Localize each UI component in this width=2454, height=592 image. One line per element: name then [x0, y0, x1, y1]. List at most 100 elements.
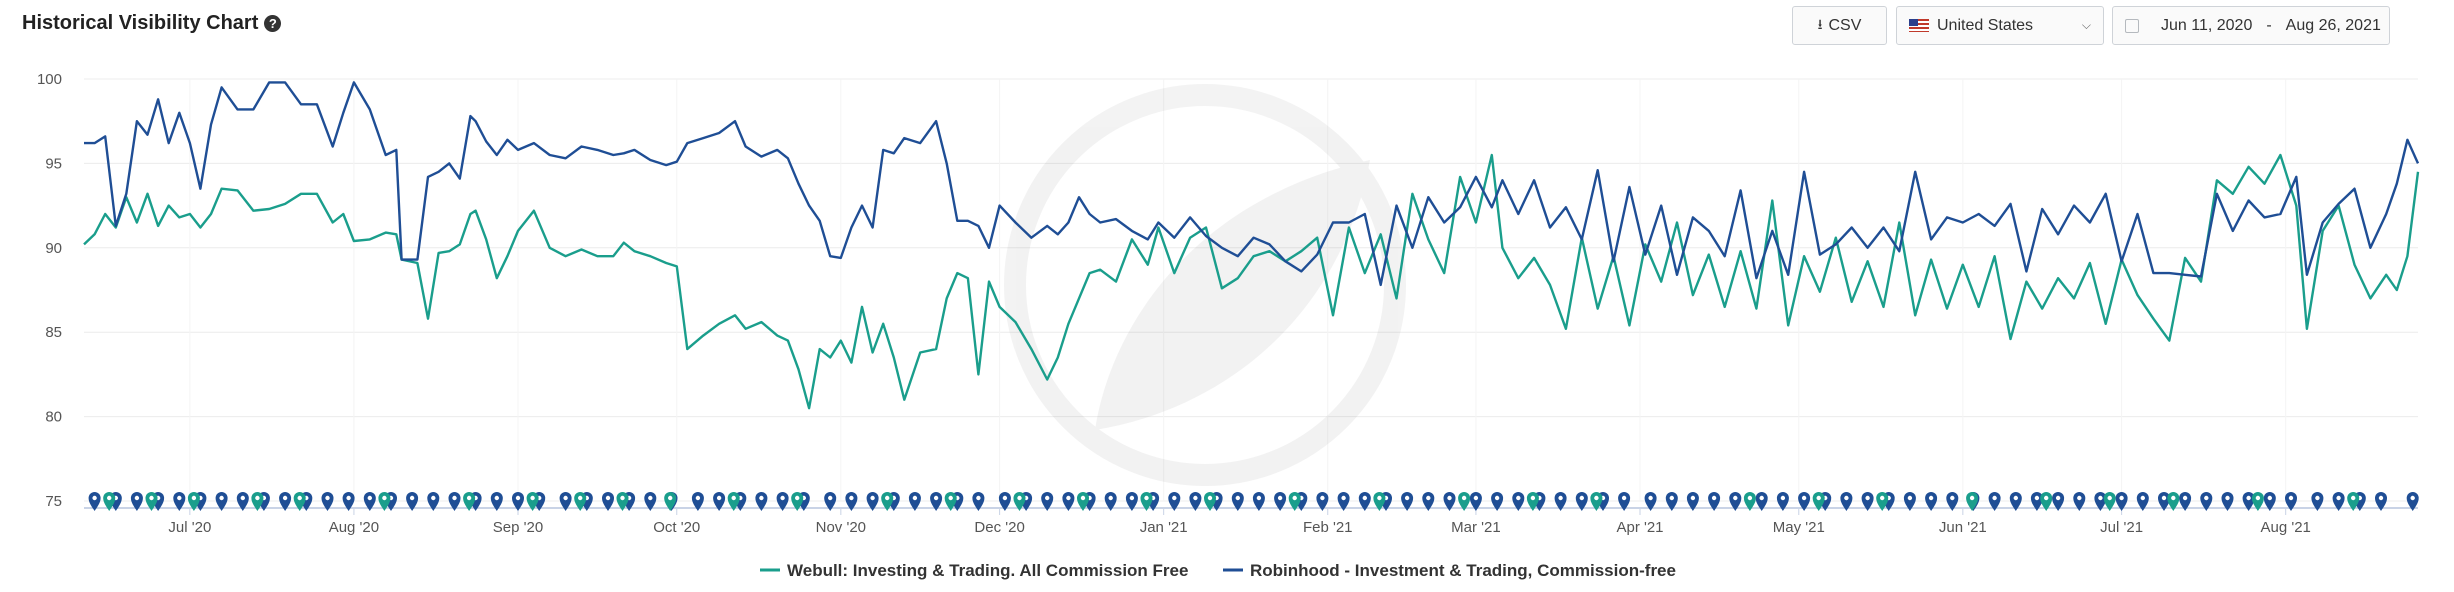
robinhood-update-marker[interactable] [363, 492, 376, 511]
webull-update-marker[interactable] [1743, 492, 1756, 511]
robinhood-update-marker[interactable] [1189, 492, 1202, 511]
robinhood-update-marker[interactable] [908, 492, 921, 511]
robinhood-update-marker[interactable] [279, 492, 292, 511]
robinhood-update-marker[interactable] [512, 492, 524, 511]
robinhood-update-marker[interactable] [2179, 492, 2192, 511]
webull-update-marker[interactable] [145, 492, 158, 511]
robinhood-update-marker[interactable] [1925, 492, 1938, 511]
robinhood-update-marker[interactable] [1252, 492, 1265, 511]
webull-update-marker[interactable] [2167, 492, 2180, 511]
robinhood-update-marker[interactable] [1401, 492, 1414, 511]
webull-update-marker[interactable] [574, 492, 587, 511]
webull-update-marker[interactable] [944, 492, 957, 511]
robinhood-update-marker[interactable] [1316, 492, 1329, 511]
robinhood-update-marker[interactable] [559, 492, 572, 511]
webull-update-marker[interactable] [1526, 492, 1539, 511]
robinhood-update-marker[interactable] [1104, 492, 1117, 511]
robinhood-update-marker[interactable] [321, 492, 334, 511]
robinhood-update-marker[interactable] [2242, 492, 2255, 511]
webull-update-marker[interactable] [1458, 492, 1471, 511]
webull-update-marker[interactable] [881, 492, 894, 511]
robinhood-update-marker[interactable] [1443, 492, 1456, 511]
date-to[interactable]: Aug 26, 2021 [2285, 16, 2381, 34]
robinhood-update-marker[interactable] [2052, 492, 2065, 511]
robinhood-update-marker[interactable] [236, 492, 249, 511]
robinhood-update-marker[interactable] [448, 492, 461, 511]
date-from[interactable]: Jun 11, 2020 [2161, 16, 2253, 34]
robinhood-update-marker[interactable] [2073, 492, 2086, 511]
robinhood-update-marker[interactable] [2200, 492, 2213, 511]
robinhood-update-marker[interactable] [602, 492, 614, 511]
robinhood-update-marker[interactable] [972, 492, 985, 511]
csv-export-button[interactable]: ⭳ CSV [1792, 6, 1887, 45]
webull-update-marker[interactable] [526, 492, 539, 511]
robinhood-update-marker[interactable] [1776, 492, 1789, 511]
robinhood-update-marker[interactable] [998, 492, 1011, 511]
robinhood-update-marker[interactable] [1644, 492, 1657, 511]
robinhood-update-marker[interactable] [713, 492, 726, 511]
robinhood-update-marker[interactable] [1512, 492, 1525, 511]
robinhood-update-marker[interactable] [1041, 492, 1054, 511]
robinhood-update-marker[interactable] [2263, 492, 2276, 511]
robinhood-update-marker[interactable] [2311, 492, 2324, 511]
robinhood-update-marker[interactable] [1903, 492, 1916, 511]
webull-update-marker[interactable] [2251, 492, 2264, 511]
robinhood-update-marker[interactable] [691, 492, 704, 511]
robinhood-update-marker[interactable] [2332, 492, 2345, 511]
robinhood-update-marker[interactable] [215, 492, 228, 511]
webull-update-marker[interactable] [1812, 492, 1825, 511]
webull-update-marker[interactable] [2040, 492, 2053, 511]
robinhood-update-marker[interactable] [88, 492, 101, 511]
webull-update-marker[interactable] [1204, 492, 1216, 511]
robinhood-update-marker[interactable] [2285, 492, 2297, 511]
robinhood-update-marker[interactable] [824, 492, 837, 511]
webull-update-marker[interactable] [1013, 492, 1026, 511]
robinhood-line[interactable] [84, 81, 2420, 287]
robinhood-update-marker[interactable] [1729, 492, 1742, 511]
robinhood-update-marker[interactable] [1469, 492, 1482, 511]
webull-update-marker[interactable] [103, 492, 116, 511]
webull-update-marker[interactable] [791, 492, 804, 511]
robinhood-update-marker[interactable] [1231, 492, 1244, 511]
robinhood-update-marker[interactable] [1422, 492, 1435, 511]
robinhood-update-marker[interactable] [1988, 492, 2001, 511]
robinhood-update-marker[interactable] [866, 492, 879, 511]
legend-item-robinhood[interactable]: Robinhood - Investment & Trading, Commis… [1223, 561, 1676, 580]
robinhood-update-marker[interactable] [342, 492, 355, 511]
robinhood-update-marker[interactable] [2030, 492, 2043, 511]
robinhood-update-marker[interactable] [2158, 492, 2170, 511]
robinhood-update-marker[interactable] [1358, 492, 1371, 511]
robinhood-update-marker[interactable] [490, 492, 503, 511]
robinhood-update-marker[interactable] [1168, 492, 1181, 511]
webull-update-marker[interactable] [251, 492, 264, 511]
robinhood-update-marker[interactable] [1125, 492, 1138, 511]
robinhood-update-marker[interactable] [2115, 492, 2128, 511]
webull-update-marker[interactable] [1876, 492, 1889, 511]
robinhood-update-marker[interactable] [1274, 492, 1287, 511]
robinhood-update-marker[interactable] [1798, 492, 1811, 511]
robinhood-update-marker[interactable] [1575, 492, 1588, 511]
robinhood-update-marker[interactable] [776, 492, 789, 511]
robinhood-update-marker[interactable] [1665, 492, 1678, 511]
robinhood-update-marker[interactable] [1554, 492, 1567, 511]
webull-update-marker[interactable] [2103, 492, 2116, 511]
webull-update-marker[interactable] [1966, 492, 1979, 511]
webull-update-marker[interactable] [727, 492, 740, 511]
webull-update-marker[interactable] [616, 492, 629, 511]
robinhood-update-marker[interactable] [644, 492, 657, 511]
robinhood-update-marker[interactable] [2136, 492, 2149, 511]
webull-update-marker[interactable] [187, 492, 200, 511]
webull-update-marker[interactable] [1077, 492, 1089, 511]
webull-update-marker[interactable] [293, 492, 306, 511]
robinhood-update-marker[interactable] [130, 492, 143, 511]
legend-item-webull[interactable]: Webull: Investing & Trading. All Commiss… [760, 561, 1188, 580]
robinhood-update-marker[interactable] [2375, 492, 2387, 511]
robinhood-update-marker[interactable] [1062, 492, 1075, 511]
robinhood-update-marker[interactable] [1337, 492, 1350, 511]
country-select[interactable]: United States ⌵ [1896, 6, 2104, 45]
date-range-picker[interactable]: Jun 11, 2020 - Aug 26, 2021 [2112, 6, 2390, 45]
webull-update-marker[interactable] [1373, 492, 1386, 511]
webull-update-marker[interactable] [1590, 492, 1603, 511]
robinhood-update-marker[interactable] [2406, 492, 2419, 511]
webull-update-marker[interactable] [463, 492, 476, 511]
